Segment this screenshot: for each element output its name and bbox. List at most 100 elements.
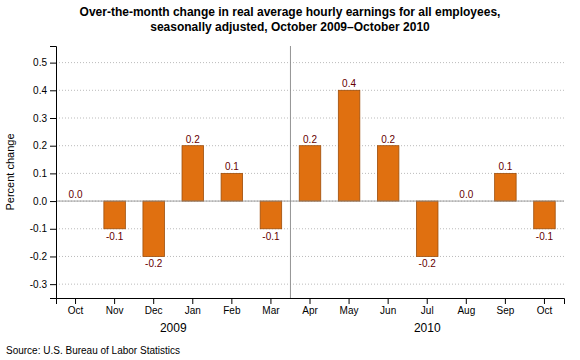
y-tick: 0.0	[33, 196, 56, 207]
y-tick-label: 0.5	[33, 57, 47, 68]
y-tick: -0.1	[30, 223, 56, 234]
bar	[338, 90, 359, 201]
bar	[143, 201, 164, 256]
y-tick: 0.5	[33, 57, 56, 68]
x-tick-mark	[231, 298, 232, 304]
x-tick: Oct	[68, 298, 84, 316]
x-tick-mark	[192, 298, 193, 304]
bar	[416, 201, 437, 256]
x-tick-label: Dec	[145, 305, 163, 316]
y-tick: 0.4	[33, 85, 56, 96]
x-tick-label: Feb	[223, 305, 241, 316]
y-tick-label: -0.3	[30, 279, 48, 290]
y-tick-mark	[50, 201, 56, 202]
y-tick: 0.3	[33, 113, 56, 124]
data-label: -0.1	[536, 231, 554, 242]
data-label: 0.2	[303, 134, 317, 145]
group-label: 2009	[160, 321, 187, 335]
x-tick: Feb	[223, 298, 241, 316]
x-tick-label: Jul	[421, 305, 434, 316]
data-label: 0.1	[225, 161, 239, 172]
y-tick-mark	[50, 284, 56, 285]
x-tick-label: Jan	[185, 305, 201, 316]
y-tick: 0.2	[33, 140, 56, 151]
y-tick: -0.3	[30, 279, 56, 290]
data-labels: 0.0-0.1-0.20.20.1-0.10.20.40.2-0.20.00.1…	[69, 78, 554, 269]
x-tick: Jul	[421, 298, 434, 316]
data-label: -0.1	[262, 231, 280, 242]
y-tick-label: -0.2	[30, 251, 48, 262]
x-tick-label: Nov	[106, 305, 124, 316]
title-line: Over-the-month change in real average ho…	[80, 5, 501, 19]
group-divider	[290, 46, 291, 298]
bar	[260, 201, 281, 229]
x-tick-mark	[270, 298, 271, 304]
x-tick-label: Aug	[457, 305, 475, 316]
grid-line	[56, 62, 564, 63]
y-tick-label: 0.0	[33, 196, 47, 207]
y-tick: 0.1	[33, 168, 56, 179]
y-tick-mark	[50, 173, 56, 174]
y-tick-mark	[50, 256, 56, 257]
data-label: 0.2	[381, 134, 395, 145]
data-label: -0.1	[106, 231, 124, 242]
grid-line	[56, 201, 564, 202]
bar	[534, 201, 555, 229]
chart: Over-the-month change in real average ho…	[0, 0, 580, 360]
x-tick: Dec	[145, 298, 163, 316]
x-tick-label: May	[340, 305, 359, 316]
x-tick: Nov	[106, 298, 124, 316]
x-tick-label: Sep	[496, 305, 514, 316]
x-tick-label: Jun	[380, 305, 396, 316]
x-tick-mark	[75, 298, 76, 304]
grid-line	[56, 284, 564, 285]
y-tick-mark	[50, 118, 56, 119]
x-tick-mark	[388, 298, 389, 304]
y-axis: -0.3 -0.2 -0.1 0.0 0.1 0.2 0.3 0.4 0.5	[30, 47, 57, 299]
data-label: 0.1	[498, 161, 512, 172]
plot: -0.3 -0.2 -0.1 0.0 0.1 0.2 0.3 0.4 0.5 Oct Nov Dec J…	[4, 46, 565, 335]
y-tick-mark	[50, 146, 56, 147]
grid	[56, 63, 564, 285]
grid-line	[56, 90, 564, 91]
title-line: seasonally adjusted, October 2009–Octobe…	[150, 20, 430, 34]
y-tick-label: 0.2	[33, 140, 47, 151]
y-tick-label: 0.4	[33, 85, 47, 96]
data-label: 0.4	[342, 78, 356, 89]
x-tick: Jan	[185, 298, 201, 316]
grid-line	[56, 228, 564, 229]
grid-line	[56, 256, 564, 257]
x-axis-line	[57, 299, 565, 305]
bar	[182, 146, 203, 201]
x-tick: Sep	[496, 298, 514, 316]
y-tick: -0.2	[30, 251, 56, 262]
x-tick-mark	[427, 298, 428, 304]
data-label: -0.2	[145, 258, 163, 269]
x-tick-mark	[544, 298, 545, 304]
x-tick-label: Mar	[262, 305, 280, 316]
y-tick-mark	[50, 229, 56, 230]
y-tick-mark	[50, 63, 56, 64]
marks	[104, 90, 555, 256]
x-tick-mark	[114, 298, 115, 304]
zero-line	[56, 201, 564, 202]
bar	[299, 146, 320, 201]
bar	[495, 173, 516, 201]
y-tick-label: -0.1	[30, 223, 48, 234]
y-tick-label: 0.1	[33, 168, 47, 179]
x-tick: Apr	[302, 298, 318, 316]
y-axis-line	[50, 47, 57, 299]
y-tick-label: 0.3	[33, 113, 47, 124]
x-tick: Jun	[380, 298, 396, 316]
x-tick: Aug	[457, 298, 475, 316]
x-tick: Oct	[537, 298, 553, 316]
x-axis: Oct Nov Dec Jan Feb Mar Apr May Jun Jul Aug Sep Oct	[57, 298, 565, 316]
grid-line	[56, 118, 564, 119]
x-tick-mark	[349, 298, 350, 304]
y-tick-mark	[50, 90, 56, 91]
y-axis-title: Percent change	[4, 133, 16, 210]
x-tick-label: Oct	[68, 305, 84, 316]
x-tick-label: Oct	[537, 305, 553, 316]
x-tick: May	[340, 298, 359, 316]
source: Source: U.S. Bureau of Labor Statistics	[6, 345, 180, 356]
